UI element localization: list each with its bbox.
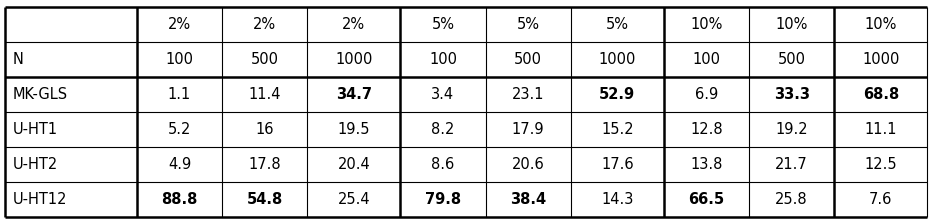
Text: 25.8: 25.8 (775, 192, 808, 207)
Text: 5%: 5% (606, 17, 629, 32)
Text: 1000: 1000 (336, 52, 373, 67)
Text: 10%: 10% (865, 17, 897, 32)
Text: U-HT1: U-HT1 (13, 122, 58, 137)
Text: 17.6: 17.6 (601, 157, 634, 172)
Text: 38.4: 38.4 (510, 192, 546, 207)
Text: 500: 500 (514, 52, 542, 67)
Text: N: N (13, 52, 23, 67)
Text: 500: 500 (251, 52, 279, 67)
Text: 66.5: 66.5 (689, 192, 724, 207)
Text: 8.2: 8.2 (432, 122, 455, 137)
Text: 34.7: 34.7 (336, 87, 372, 102)
Text: 23.1: 23.1 (512, 87, 544, 102)
Text: 68.8: 68.8 (863, 87, 899, 102)
Text: 19.2: 19.2 (775, 122, 808, 137)
Text: U-HT2: U-HT2 (13, 157, 58, 172)
Text: 5%: 5% (432, 17, 455, 32)
Text: 12.8: 12.8 (691, 122, 723, 137)
Text: 17.8: 17.8 (249, 157, 281, 172)
Text: 4.9: 4.9 (168, 157, 191, 172)
Text: 17.9: 17.9 (512, 122, 544, 137)
Text: 16: 16 (255, 122, 274, 137)
Text: 2%: 2% (254, 17, 276, 32)
Text: 5%: 5% (516, 17, 540, 32)
Text: 2%: 2% (342, 17, 365, 32)
Text: 25.4: 25.4 (337, 192, 370, 207)
Text: 100: 100 (429, 52, 457, 67)
Text: 8.6: 8.6 (432, 157, 455, 172)
Text: 12.5: 12.5 (865, 157, 898, 172)
Text: 52.9: 52.9 (599, 87, 636, 102)
Text: 7.6: 7.6 (870, 192, 893, 207)
Text: 21.7: 21.7 (775, 157, 808, 172)
Text: 54.8: 54.8 (247, 192, 282, 207)
Text: 79.8: 79.8 (425, 192, 461, 207)
Text: 15.2: 15.2 (601, 122, 634, 137)
Text: 33.3: 33.3 (774, 87, 810, 102)
Text: 88.8: 88.8 (161, 192, 198, 207)
Text: 100: 100 (692, 52, 720, 67)
Text: 100: 100 (166, 52, 194, 67)
Text: 500: 500 (777, 52, 805, 67)
Text: 2%: 2% (168, 17, 191, 32)
Text: 1000: 1000 (862, 52, 899, 67)
Text: 5.2: 5.2 (168, 122, 191, 137)
Text: 14.3: 14.3 (601, 192, 634, 207)
Text: 3.4: 3.4 (432, 87, 455, 102)
Text: 11.4: 11.4 (249, 87, 281, 102)
Text: 13.8: 13.8 (691, 157, 722, 172)
Text: 20.4: 20.4 (337, 157, 370, 172)
Text: 11.1: 11.1 (865, 122, 898, 137)
Text: 19.5: 19.5 (337, 122, 370, 137)
Text: 1000: 1000 (598, 52, 636, 67)
Text: 20.6: 20.6 (512, 157, 544, 172)
Text: 10%: 10% (775, 17, 808, 32)
Text: U-HT12: U-HT12 (13, 192, 67, 207)
Text: 10%: 10% (691, 17, 722, 32)
Text: 1.1: 1.1 (168, 87, 191, 102)
Text: 6.9: 6.9 (695, 87, 718, 102)
Text: MK-GLS: MK-GLS (13, 87, 68, 102)
